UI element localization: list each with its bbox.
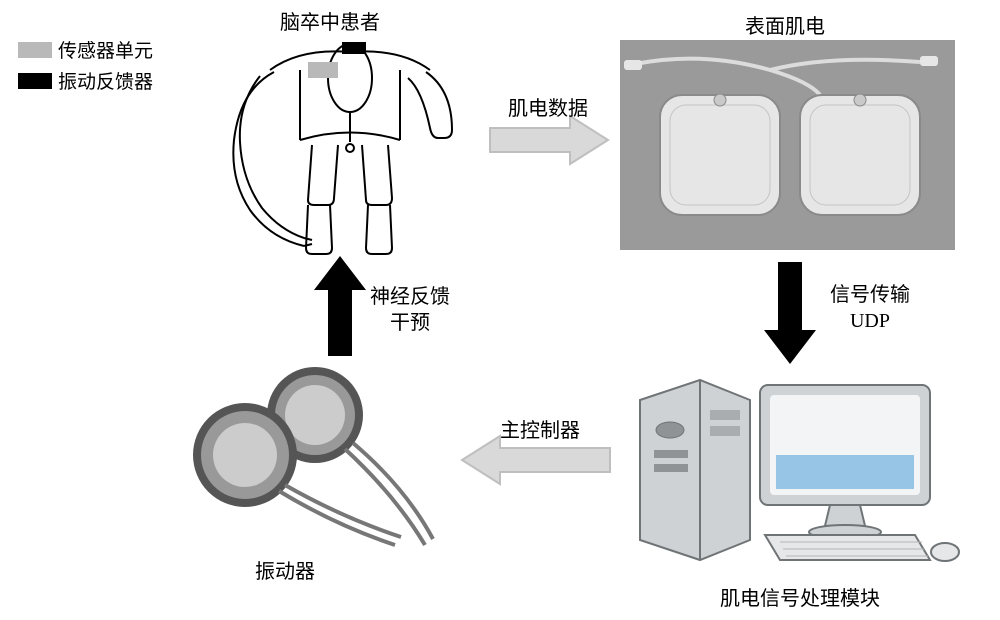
edge-label-controller: 主控制器: [500, 418, 580, 444]
arrow-patient-semg: [490, 116, 608, 164]
semg-title: 表面肌电: [745, 10, 825, 39]
edge-label-udp: 信号传输 UDP: [830, 282, 910, 334]
legend-row-feedback: 振动反馈器: [18, 67, 153, 94]
semg-image: [620, 40, 955, 250]
legend-label-feedback: 振动反馈器: [58, 67, 153, 94]
legend-swatch-sensor: [18, 42, 52, 58]
processor-title: 肌电信号处理模块: [720, 582, 880, 611]
legend-label-sensor: 传感器单元: [58, 36, 153, 63]
vibrator-title: 振动器: [255, 555, 315, 584]
edge-label-emg-data: 肌电数据: [508, 96, 588, 122]
legend-swatch-feedback: [18, 73, 52, 89]
patient-figure: [200, 30, 470, 260]
edge-label-neurofeedback: 神经反馈 干预: [370, 284, 450, 336]
vibrator-image: [175, 360, 435, 550]
processor-image: [630, 360, 960, 570]
legend-row-sensor: 传感器单元: [18, 36, 153, 63]
arrow-semg-processor: [764, 262, 816, 364]
legend: 传感器单元 振动反馈器: [18, 36, 153, 98]
arrow-vibrator-patient: [314, 256, 366, 356]
